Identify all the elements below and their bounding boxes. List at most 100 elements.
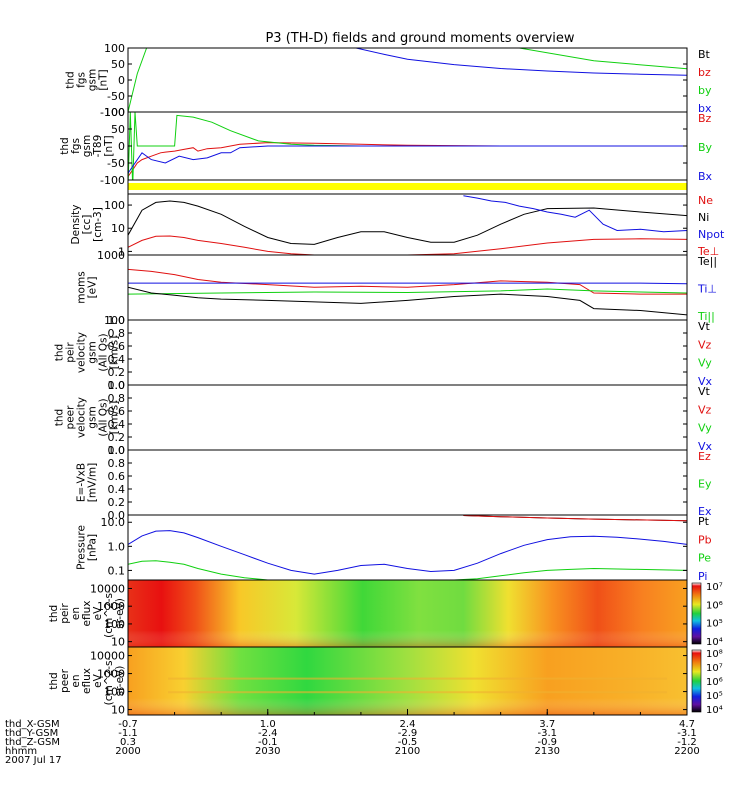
panel-bar — [127, 179, 688, 195]
y-tick-label: 10 — [111, 636, 125, 649]
y-tick-label: 50 — [111, 123, 125, 136]
y-axis-label: peer — [59, 668, 71, 693]
y-axis-label: velocity — [76, 332, 88, 373]
series-fgs-bx — [353, 48, 687, 76]
y-axis-label: [km/s] — [109, 401, 121, 435]
y-axis-label: thd — [54, 409, 66, 426]
series-moms-Ti|| — [128, 288, 687, 295]
y-tick-label: 100 — [104, 199, 125, 212]
time-row-label: hhmm — [5, 746, 37, 757]
y-tick-label: 0.2 — [108, 366, 126, 379]
y-tick-label: 10000 — [90, 650, 125, 663]
legend-Ni: Ni — [698, 211, 709, 224]
y-axis-label: gsm — [87, 341, 99, 363]
series-density-Ne — [128, 235, 687, 255]
y-axis-label: peir — [59, 603, 71, 624]
y-tick-label: 0.4 — [108, 353, 126, 366]
legend-Vx: Vx — [698, 375, 713, 388]
legend-Vx: Vx — [698, 440, 713, 453]
y-tick-label: 1.0 — [108, 540, 126, 553]
spectrogram-shade-peer_eflux — [128, 647, 687, 715]
legend-Bx: Bx — [698, 170, 713, 183]
legend-Pe: Pe — [698, 552, 711, 565]
y-tick-label: -50 — [107, 157, 125, 170]
y-axis-label: sr-eV) — [114, 598, 126, 629]
panel-density: 1 10 100 Density [cc] [cm-3] Ne Ni Npot Te⊥ — [70, 193, 725, 258]
y-tick-label: 10 — [111, 222, 125, 235]
legend-Vz: Vz — [698, 338, 712, 351]
series-pressure-Pe — [128, 560, 687, 580]
y-axis-label: velocity — [76, 397, 88, 438]
series-fgs_t89-Bx — [128, 145, 687, 174]
series-pressure-Pi — [128, 530, 687, 575]
y-tick-label: 100 — [104, 686, 125, 699]
time-row-label: thd_Z-GSM — [5, 737, 60, 748]
colorbar-label: 10⁷ — [706, 663, 723, 674]
time-row-label: thd_X-GSM — [5, 719, 60, 730]
series-moms-Te — [128, 268, 687, 295]
y-axis-label: thd — [65, 71, 77, 88]
time-row-value: 3.7 — [539, 719, 555, 730]
series-moms-Ti⊥ — [128, 282, 687, 285]
series-fgs-by — [128, 48, 687, 112]
y-axis-label: eflux — [81, 601, 93, 627]
time-row-value: 2130 — [535, 746, 560, 757]
legend-Ex: Ex — [698, 505, 712, 518]
y-axis-label: thd — [48, 672, 60, 689]
y-tick-label: 1000 — [97, 249, 125, 262]
date-label: 2007 Jul 17 — [5, 755, 62, 766]
y-tick-label: 10000 — [90, 582, 125, 595]
status-bar-yellow — [128, 183, 687, 190]
bottom-axis: thd_X-GSM -0.7 1.0 2.4 3.7 4.7 thd_Y-GSM -1.1 -2… — [5, 709, 700, 766]
y-axis-label: [cc] — [81, 215, 93, 235]
y-tick-label: 0 — [118, 140, 125, 153]
time-row-value: 2.4 — [400, 719, 416, 730]
time-row-value: 2100 — [395, 746, 420, 757]
y-tick-label: 10 — [111, 704, 125, 717]
y-tick-label: 0.8 — [108, 327, 126, 340]
legend-Ez: Ez — [698, 450, 711, 463]
colorbar-peir_eflux — [691, 582, 702, 645]
colorbar-label: 10⁸ — [706, 649, 723, 660]
legend-bx: bx — [698, 102, 712, 115]
y-axis-label: -T89 — [92, 135, 104, 158]
panel-peer_eflux: 10⁴ 10⁵ 10⁶ 10⁷ 10⁸ 10 100 1000 10000 thd peer en ef… — [48, 646, 723, 717]
y-tick-label: 0 — [118, 74, 125, 87]
colorbar-label: 10⁶ — [706, 677, 723, 688]
series-density-Npot — [463, 195, 687, 233]
y-tick-label: 1000 — [97, 668, 125, 681]
y-axis-label: Pressure — [76, 525, 88, 570]
time-row-value: -0.5 — [398, 737, 418, 748]
spectrogram-shade-peir_eflux — [128, 580, 687, 647]
y-axis-label: thd — [59, 137, 71, 154]
y-axis-label: [km/s] — [109, 336, 121, 370]
legend-Vz: Vz — [698, 403, 712, 416]
y-axis-label: gsm — [87, 69, 99, 91]
legend-Npot: Npot — [698, 228, 725, 241]
series-pressure-Pb — [463, 515, 687, 522]
colorbar-peer_eflux — [691, 649, 702, 713]
legend-bz: bz — [698, 66, 711, 79]
y-tick-label: 0.6 — [108, 340, 126, 353]
y-tick-label: 10.0 — [101, 516, 126, 529]
y-tick-label: 100 — [104, 42, 125, 55]
y-axis-label: (cm^2-s- — [103, 656, 115, 705]
frame-pressure — [127, 514, 688, 581]
time-row-value: -3.1 — [537, 728, 557, 739]
y-tick-label: 0.0 — [108, 444, 126, 457]
y-tick-label: 0.6 — [108, 470, 126, 483]
series-moms-Ni — [128, 286, 687, 316]
y-axis-label: moms — [76, 271, 88, 303]
legend-Te⊥: Te⊥ — [697, 245, 719, 258]
y-axis-label: [nT] — [98, 69, 110, 90]
y-axis-label: peer — [65, 405, 77, 430]
time-row-value: -0.7 — [118, 719, 138, 730]
time-row-value: -1.2 — [677, 737, 697, 748]
y-tick-label: 1.0 — [108, 314, 126, 327]
panel-pressure: 0.1 1.0 10.0 Pressure [nPa] Pt Pb Pe Pi — [76, 514, 712, 583]
y-tick-label: 0.0 — [108, 509, 126, 522]
y-tick-label: 0.0 — [108, 379, 126, 392]
